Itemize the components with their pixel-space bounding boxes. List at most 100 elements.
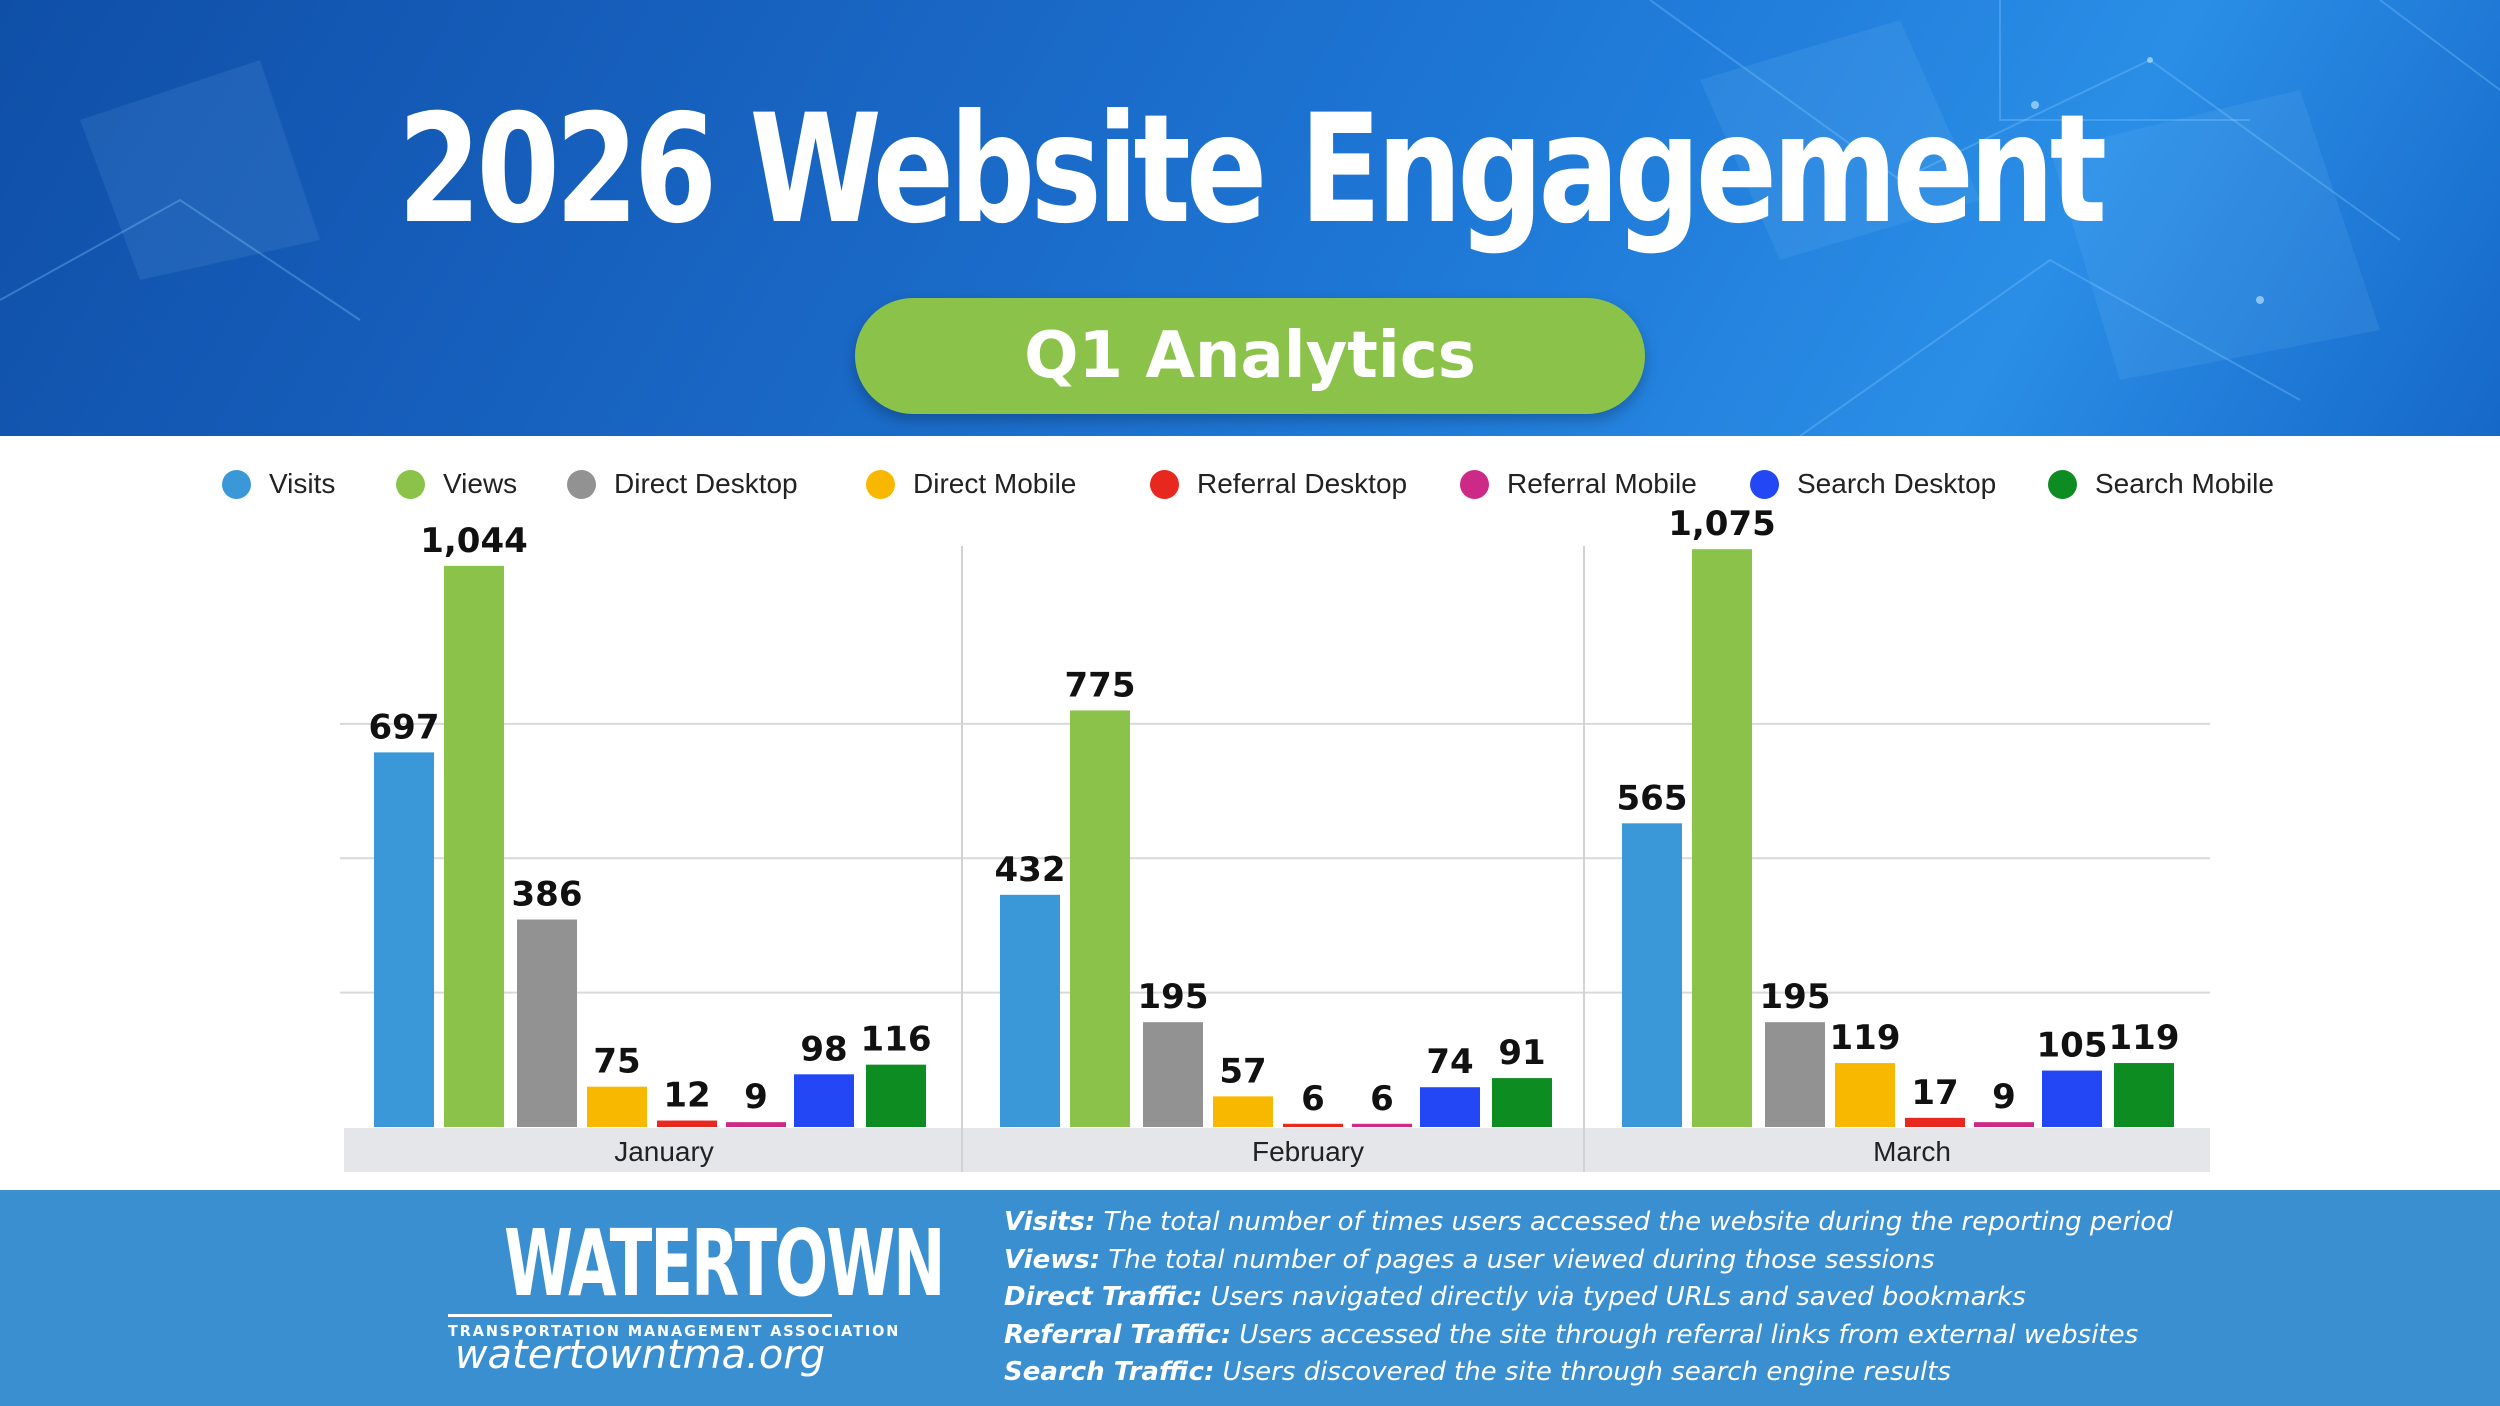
subtitle-label: Q1 Analytics	[1024, 319, 1476, 393]
subtitle-pill: Q1 Analytics	[855, 298, 1645, 414]
definitions-list: Visits: The total number of times users …	[1004, 1204, 2454, 1392]
legend-label: Search Mobile	[2095, 468, 2274, 499]
bar-search-mobile	[1492, 1078, 1552, 1127]
bar-search-desktop	[1420, 1087, 1480, 1127]
bar-views	[444, 565, 504, 1127]
data-label: 775	[1065, 665, 1136, 705]
legend-swatch	[1150, 469, 1179, 499]
legend-label: Views	[443, 468, 518, 499]
legend-swatch	[222, 469, 251, 499]
data-label: 1,075	[1668, 504, 1776, 544]
definition-text: The total number of times users accessed…	[1103, 1207, 2173, 1237]
data-label: 195	[1138, 977, 1209, 1017]
legend-swatch	[1750, 469, 1779, 499]
data-label: 386	[512, 875, 583, 915]
bar-direct-mobile	[587, 1086, 647, 1127]
data-label: 195	[1760, 977, 1831, 1017]
bar-direct-desktop	[1143, 1022, 1203, 1127]
legend-item: Search Mobile	[2048, 462, 2274, 506]
footer-band	[0, 1190, 2500, 1406]
bar-visits	[1000, 894, 1060, 1127]
bar-referral-desktop	[657, 1120, 717, 1127]
legend-label: Visits	[269, 468, 336, 499]
legend-item: Referral Desktop	[1150, 462, 1407, 506]
legend-swatch	[567, 469, 596, 499]
bar-referral-mobile	[726, 1122, 786, 1127]
legend-label: Referral Desktop	[1197, 468, 1408, 499]
data-label: 91	[1498, 1033, 1545, 1073]
legend-label: Direct Mobile	[913, 468, 1077, 499]
site-url-link[interactable]: watertowntma.org	[454, 1332, 826, 1378]
bar-direct-mobile	[1213, 1096, 1273, 1127]
definition-search-traffic: Search Traffic: Users discovered the sit…	[1004, 1354, 2454, 1392]
legend-item: Direct Mobile	[866, 462, 1076, 506]
legend-swatch	[866, 469, 895, 499]
data-label: 697	[369, 707, 440, 747]
data-label: 6	[1370, 1079, 1394, 1119]
bar-referral-mobile	[1974, 1122, 2034, 1127]
category-band	[344, 1128, 2210, 1172]
bar-referral-desktop	[1905, 1117, 1965, 1127]
category-label: February	[1252, 1136, 1364, 1167]
legend-item: Referral Mobile	[1460, 462, 1697, 506]
bar-search-mobile	[866, 1064, 926, 1127]
bar-direct-desktop	[517, 919, 577, 1127]
definition-term: Referral Traffic:	[1004, 1319, 1232, 1350]
definition-text: The total number of pages a user viewed …	[1108, 1244, 1935, 1275]
page-title: 2026 Website Engagement	[397, 83, 2107, 257]
data-label: 74	[1426, 1042, 1473, 1082]
bar-views	[1692, 549, 1752, 1127]
definition-text: Users accessed the site through referral…	[1239, 1319, 2139, 1350]
data-label: 119	[1830, 1018, 1901, 1058]
definition-views: Views: The total number of pages a user …	[1004, 1242, 2454, 1280]
watertown-logo: WATERTOWN TRANSPORTATION MANAGEMENT ASSO…	[440, 1210, 945, 1340]
definition-term: Direct Traffic:	[1004, 1282, 1203, 1312]
bar-visits	[374, 752, 434, 1127]
definition-text: Users discovered the site through search…	[1222, 1357, 1951, 1387]
legend-swatch	[1460, 469, 1489, 499]
data-label: 6	[1301, 1079, 1325, 1119]
data-label: 432	[995, 850, 1066, 890]
definition-visits: Visits: The total number of times users …	[1004, 1204, 2454, 1242]
definition-term: Views:	[1004, 1244, 1101, 1275]
data-label: 98	[800, 1029, 847, 1069]
bar-direct-mobile	[1835, 1063, 1895, 1127]
legend-item: Visits	[222, 462, 335, 506]
legend-label: Direct Desktop	[614, 468, 798, 499]
bar-search-desktop	[794, 1074, 854, 1127]
data-label: 12	[663, 1076, 710, 1116]
header-banner: 2026 Website Engagement Q1 Analytics	[0, 0, 2500, 436]
data-label: 119	[2109, 1018, 2180, 1058]
logo-wordmark: WATERTOWN	[504, 1210, 945, 1317]
chart-legend: Visits Views Direct Desktop Direct Mobile Re…	[0, 462, 2500, 506]
legend-swatch	[396, 469, 425, 499]
data-label: 105	[2037, 1026, 2108, 1066]
legend-item: Search Desktop	[1750, 462, 1996, 506]
bar-views	[1070, 710, 1130, 1127]
bar-visits	[1622, 823, 1682, 1127]
definition-term: Search Traffic:	[1004, 1357, 1215, 1387]
category-label: January	[614, 1136, 714, 1167]
data-label: 9	[744, 1077, 768, 1117]
category-label: March	[1873, 1136, 1951, 1167]
bar-search-mobile	[2114, 1063, 2174, 1127]
tech-background-pattern	[0, 0, 2500, 436]
bar-direct-desktop	[1765, 1022, 1825, 1127]
data-label: 17	[1911, 1073, 1958, 1113]
definition-direct-traffic: Direct Traffic: Users navigated directly…	[1004, 1279, 2454, 1317]
bar-referral-desktop	[1283, 1123, 1343, 1127]
legend-label: Referral Mobile	[1507, 468, 1697, 499]
legend-item: Views	[396, 462, 517, 506]
legend-swatch	[2048, 469, 2077, 499]
data-label: 75	[593, 1042, 640, 1082]
data-label: 1,044	[420, 521, 528, 561]
data-label: 116	[861, 1020, 932, 1060]
logo-tagline: TRANSPORTATION MANAGEMENT ASSOCIATION	[448, 1314, 898, 1340]
data-label: 9	[1992, 1077, 2016, 1117]
definition-referral-traffic: Referral Traffic: Users accessed the sit…	[1004, 1317, 2454, 1355]
legend-item: Direct Desktop	[567, 462, 798, 506]
data-label: 57	[1219, 1051, 1266, 1091]
definition-term: Visits:	[1004, 1207, 1096, 1237]
definition-text: Users navigated directly via typed URLs …	[1210, 1282, 2026, 1312]
